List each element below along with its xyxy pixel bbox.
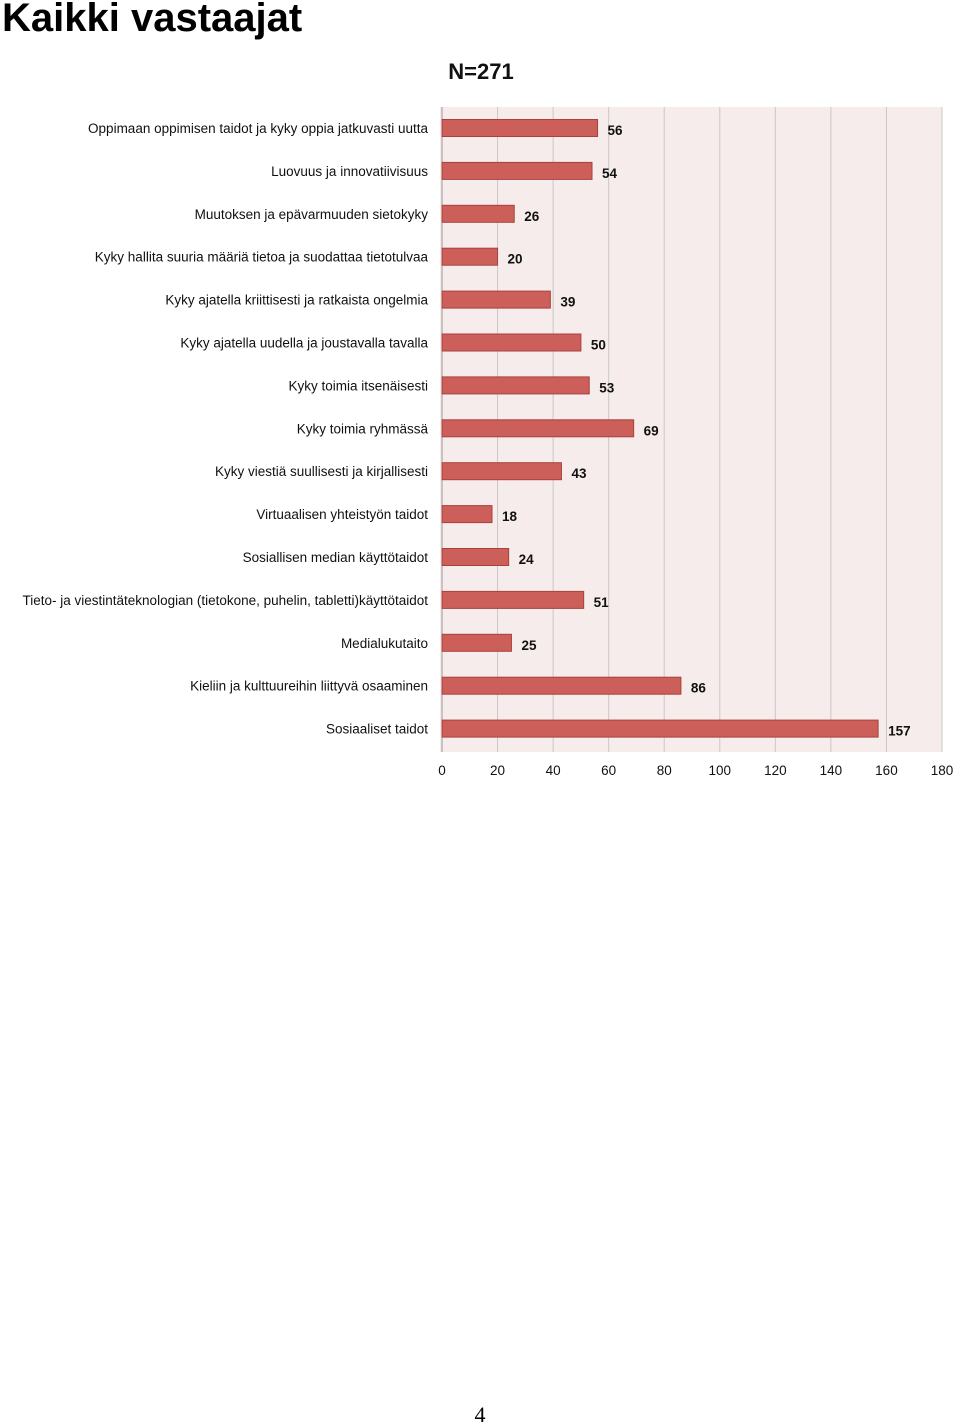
- x-tick-label: 40: [546, 763, 561, 778]
- x-axis-ticks: 0 20 40 60 80 100 120 140 160 180: [438, 763, 953, 778]
- page-title: Kaikki vastaajat: [2, 0, 303, 40]
- category-label: Sosiallisen median käyttötaidot: [243, 550, 429, 565]
- page-number: 4: [474, 1402, 486, 1427]
- data-label: 69: [644, 423, 659, 438]
- bar: [441, 161, 593, 180]
- bar-chart: N=271 Oppimaan oppimisen taidot ja kyky …: [23, 59, 954, 778]
- data-label: 20: [508, 252, 523, 267]
- data-label: 39: [560, 295, 575, 310]
- bar: [441, 462, 562, 481]
- category-label: Luovuus ja innovatiivisuus: [271, 164, 428, 179]
- x-tick-label: 160: [875, 763, 898, 778]
- bar: [441, 419, 635, 438]
- data-label: 43: [571, 466, 587, 481]
- data-label: 25: [521, 638, 537, 653]
- bar: [441, 119, 599, 137]
- category-labels: Oppimaan oppimisen taidot ja kyky oppia …: [23, 121, 429, 737]
- data-label: 26: [524, 209, 540, 224]
- x-tick-label: 180: [931, 763, 954, 778]
- category-label: Kyky viestiä suullisesti ja kirjallisest…: [215, 464, 428, 479]
- category-label: Kyky ajatella kriittisesti ja ratkaista …: [165, 293, 428, 308]
- bars: [441, 119, 879, 738]
- bar: [441, 590, 585, 609]
- data-label: 157: [888, 724, 911, 739]
- category-label: Kyky hallita suuria määriä tietoa ja suo…: [95, 250, 429, 265]
- value-labels: 56 54 26 20 39 50 53 69 43 18 24 51 25 86 157: [502, 123, 911, 739]
- x-tick-label: 120: [764, 763, 787, 778]
- category-label: Virtuaalisen yhteistyön taidot: [256, 507, 428, 522]
- data-label: 24: [519, 552, 535, 567]
- bar: [441, 719, 879, 738]
- data-label: 54: [602, 166, 618, 181]
- data-label: 53: [599, 380, 615, 395]
- bar: [441, 290, 551, 309]
- category-label: Kyky toimia ryhmässä: [297, 421, 429, 436]
- category-label: Kyky toimia itsenäisesti: [288, 378, 428, 393]
- bar: [441, 505, 493, 524]
- x-tick-label: 0: [438, 763, 446, 778]
- bar: [441, 247, 499, 266]
- bar: [441, 676, 682, 695]
- data-label: 51: [594, 595, 610, 610]
- bar: [441, 633, 512, 652]
- data-label: 18: [502, 509, 518, 524]
- x-tick-label: 100: [709, 763, 732, 778]
- data-label: 56: [608, 123, 624, 138]
- x-tick-label: 80: [657, 763, 672, 778]
- data-label: 50: [591, 338, 606, 353]
- chart-title: N=271: [448, 59, 513, 84]
- x-tick-label: 140: [820, 763, 843, 778]
- category-label: Sosiaaliset taidot: [326, 722, 428, 737]
- category-label: Medialukutaito: [341, 636, 428, 651]
- bar: [441, 548, 510, 566]
- category-label: Muutoksen ja epävarmuuden sietokyky: [195, 207, 429, 222]
- category-label: Tieto- ja viestintäteknologian (tietokon…: [23, 593, 429, 608]
- x-tick-label: 60: [601, 763, 616, 778]
- bar: [441, 376, 590, 395]
- data-label: 86: [691, 681, 707, 696]
- category-label: Oppimaan oppimisen taidot ja kyky oppia …: [88, 121, 428, 136]
- category-label: Kyky ajatella uudella ja joustavalla tav…: [180, 336, 428, 351]
- bar: [441, 333, 582, 352]
- x-tick-label: 20: [490, 763, 505, 778]
- category-label: Kieliin ja kulttuureihin liittyvä osaami…: [190, 679, 428, 694]
- bar: [441, 204, 515, 223]
